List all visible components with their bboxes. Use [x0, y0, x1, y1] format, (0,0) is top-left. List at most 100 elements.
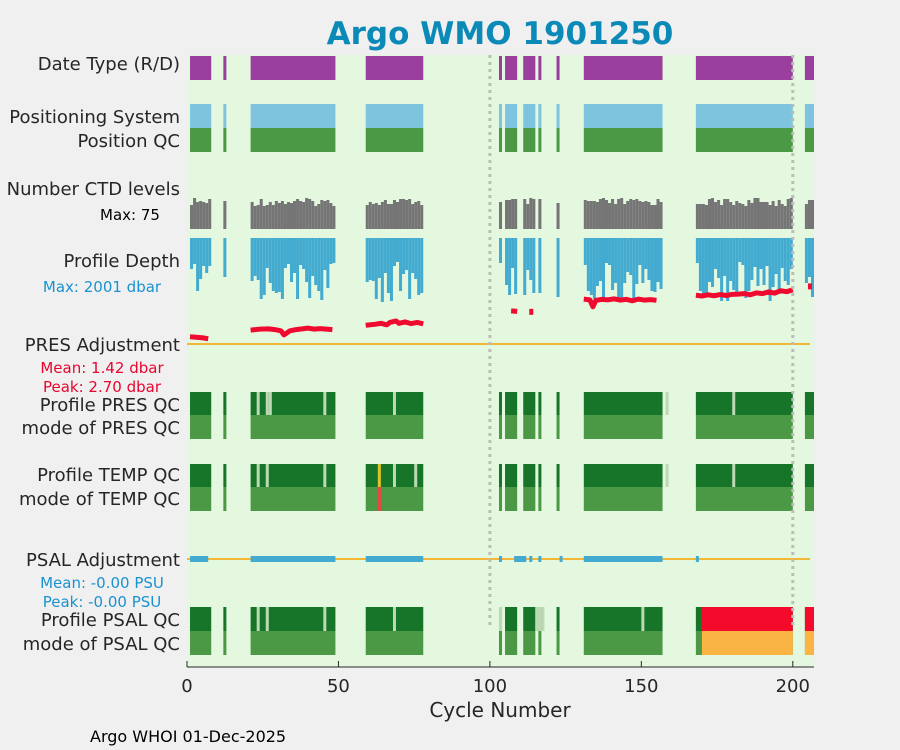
psal-mode-bar: [505, 631, 518, 655]
profile-depth-bar: [223, 238, 227, 277]
profile-depth-bar: [744, 238, 748, 298]
profile-depth-bar: [595, 238, 599, 286]
temp-qc-bar: [498, 464, 503, 487]
ctd-level-bar: [732, 205, 736, 229]
ctd-level-bar: [704, 205, 708, 229]
ctd-level-bar: [717, 200, 721, 229]
ctd-level-bar: [804, 204, 808, 229]
temp-mode-bar: [190, 487, 212, 511]
profile-depth-bar: [786, 238, 790, 285]
ctd-level-bar: [647, 202, 651, 229]
ctd-level-bar: [786, 199, 790, 229]
profile-depth-bar: [747, 238, 751, 291]
position-qc-bar: [190, 128, 212, 152]
ctd-level-bar: [526, 204, 530, 229]
temp-mode-bar: [223, 487, 227, 511]
profile-depth-bar: [380, 238, 384, 302]
ctd-level-bar: [202, 202, 206, 229]
ctd-level-bar: [323, 201, 327, 229]
ctd-level-bar: [744, 206, 748, 229]
profile-depth-bar: [783, 238, 787, 281]
row-sublabel-ctd: Max: 75: [100, 206, 160, 224]
profile-depth-bar: [417, 238, 421, 295]
pres-mode-bar: [190, 415, 212, 439]
profile-depth-bar: [371, 238, 375, 281]
profile-depth-bar: [323, 238, 327, 270]
row-label-psal_qc: Profile PSAL QC: [41, 610, 180, 631]
ctd-level-bar: [729, 202, 733, 229]
profile-depth-bar: [529, 238, 533, 280]
profile-depth-bar: [538, 238, 542, 293]
x-tick-label: 200: [776, 676, 810, 697]
profile-depth-bar: [250, 238, 254, 281]
ctd-level-bar: [196, 202, 200, 229]
profile-depth-bar: [498, 238, 503, 263]
ctd-level-bar: [756, 198, 760, 229]
ctd-level-bar: [753, 198, 757, 229]
psal-adjustment-series: [529, 556, 533, 562]
x-axis-label: Cycle Number: [429, 698, 571, 722]
ctd-level-bar: [368, 202, 372, 229]
profile-depth-bar: [726, 238, 730, 301]
profile-depth-bar: [314, 238, 318, 285]
profile-depth-bar: [632, 238, 636, 298]
profile-depth-bar: [807, 238, 811, 277]
profile-depth-bar: [526, 238, 530, 270]
temp-qc-bar: [523, 464, 536, 487]
profile-depth-bar: [741, 238, 745, 265]
profile-depth-bar: [392, 238, 396, 266]
profile-depth-bar: [329, 238, 333, 264]
ctd-level-bar: [608, 203, 612, 229]
profile-depth-bar: [293, 238, 297, 273]
profile-depth-bar: [277, 238, 281, 292]
ctd-level-bar: [807, 200, 811, 229]
ctd-level-bar: [735, 201, 739, 229]
psal-mode-bar: [556, 631, 560, 655]
ctd-level-bar: [383, 200, 387, 229]
profile-depth-bar: [286, 238, 290, 264]
ctd-level-bar: [317, 204, 321, 229]
ctd-level-bar: [592, 201, 596, 229]
profile-depth-bar: [259, 238, 263, 299]
temp-mode-bar: [250, 487, 336, 511]
row-label-psal_adj: PSAL Adjustment: [26, 550, 180, 571]
temp-mode-bar: [695, 487, 793, 511]
ctd-level-bar: [726, 199, 730, 229]
profile-depth-bar: [735, 238, 739, 295]
pres-qc-bar: [250, 392, 336, 415]
temp-mode-bar: [365, 487, 424, 511]
psal-mode-bar: [365, 631, 424, 655]
psal-adjustment-series: [514, 556, 527, 562]
ctd-level-bar: [771, 201, 775, 229]
row-label-ctd: Number CTD levels: [7, 179, 180, 200]
positioning-bar: [223, 104, 227, 128]
pres-adjustment-point: [529, 308, 534, 315]
pres-mode-bar: [223, 415, 227, 439]
pres-mode-bar: [583, 415, 663, 439]
profile-depth-bar: [704, 238, 708, 294]
psal-qc-light-flag: [392, 607, 396, 631]
positioning-bar: [695, 104, 793, 128]
ctd-level-bar: [523, 199, 527, 229]
pres-qc-bar: [804, 392, 814, 415]
profile-depth-bar: [411, 238, 415, 273]
pres-qc-light-flag: [665, 392, 669, 415]
ctd-level-bar: [714, 202, 718, 229]
ctd-level-bar: [314, 206, 318, 229]
pres-mode-bar: [505, 415, 518, 439]
pres-qc-light-flag: [732, 392, 736, 415]
row-label-pres_mode: mode of PRES QC: [22, 418, 180, 439]
ctd-level-bar: [789, 198, 793, 229]
pres-qc-light-flag: [323, 392, 327, 415]
pres-mode-bar: [695, 415, 793, 439]
temp-qc-light-flag: [414, 464, 418, 487]
ctd-level-bar: [320, 200, 324, 229]
profile-depth-bar: [283, 238, 287, 268]
position-qc-bar: [498, 128, 503, 152]
ctd-level-bar: [326, 200, 330, 229]
ctd-level-bar: [511, 199, 515, 229]
ctd-level-bar: [193, 198, 197, 229]
ctd-level-bar: [277, 203, 281, 229]
position-qc-bar: [804, 128, 814, 152]
psal-qc-bar: [583, 607, 663, 631]
